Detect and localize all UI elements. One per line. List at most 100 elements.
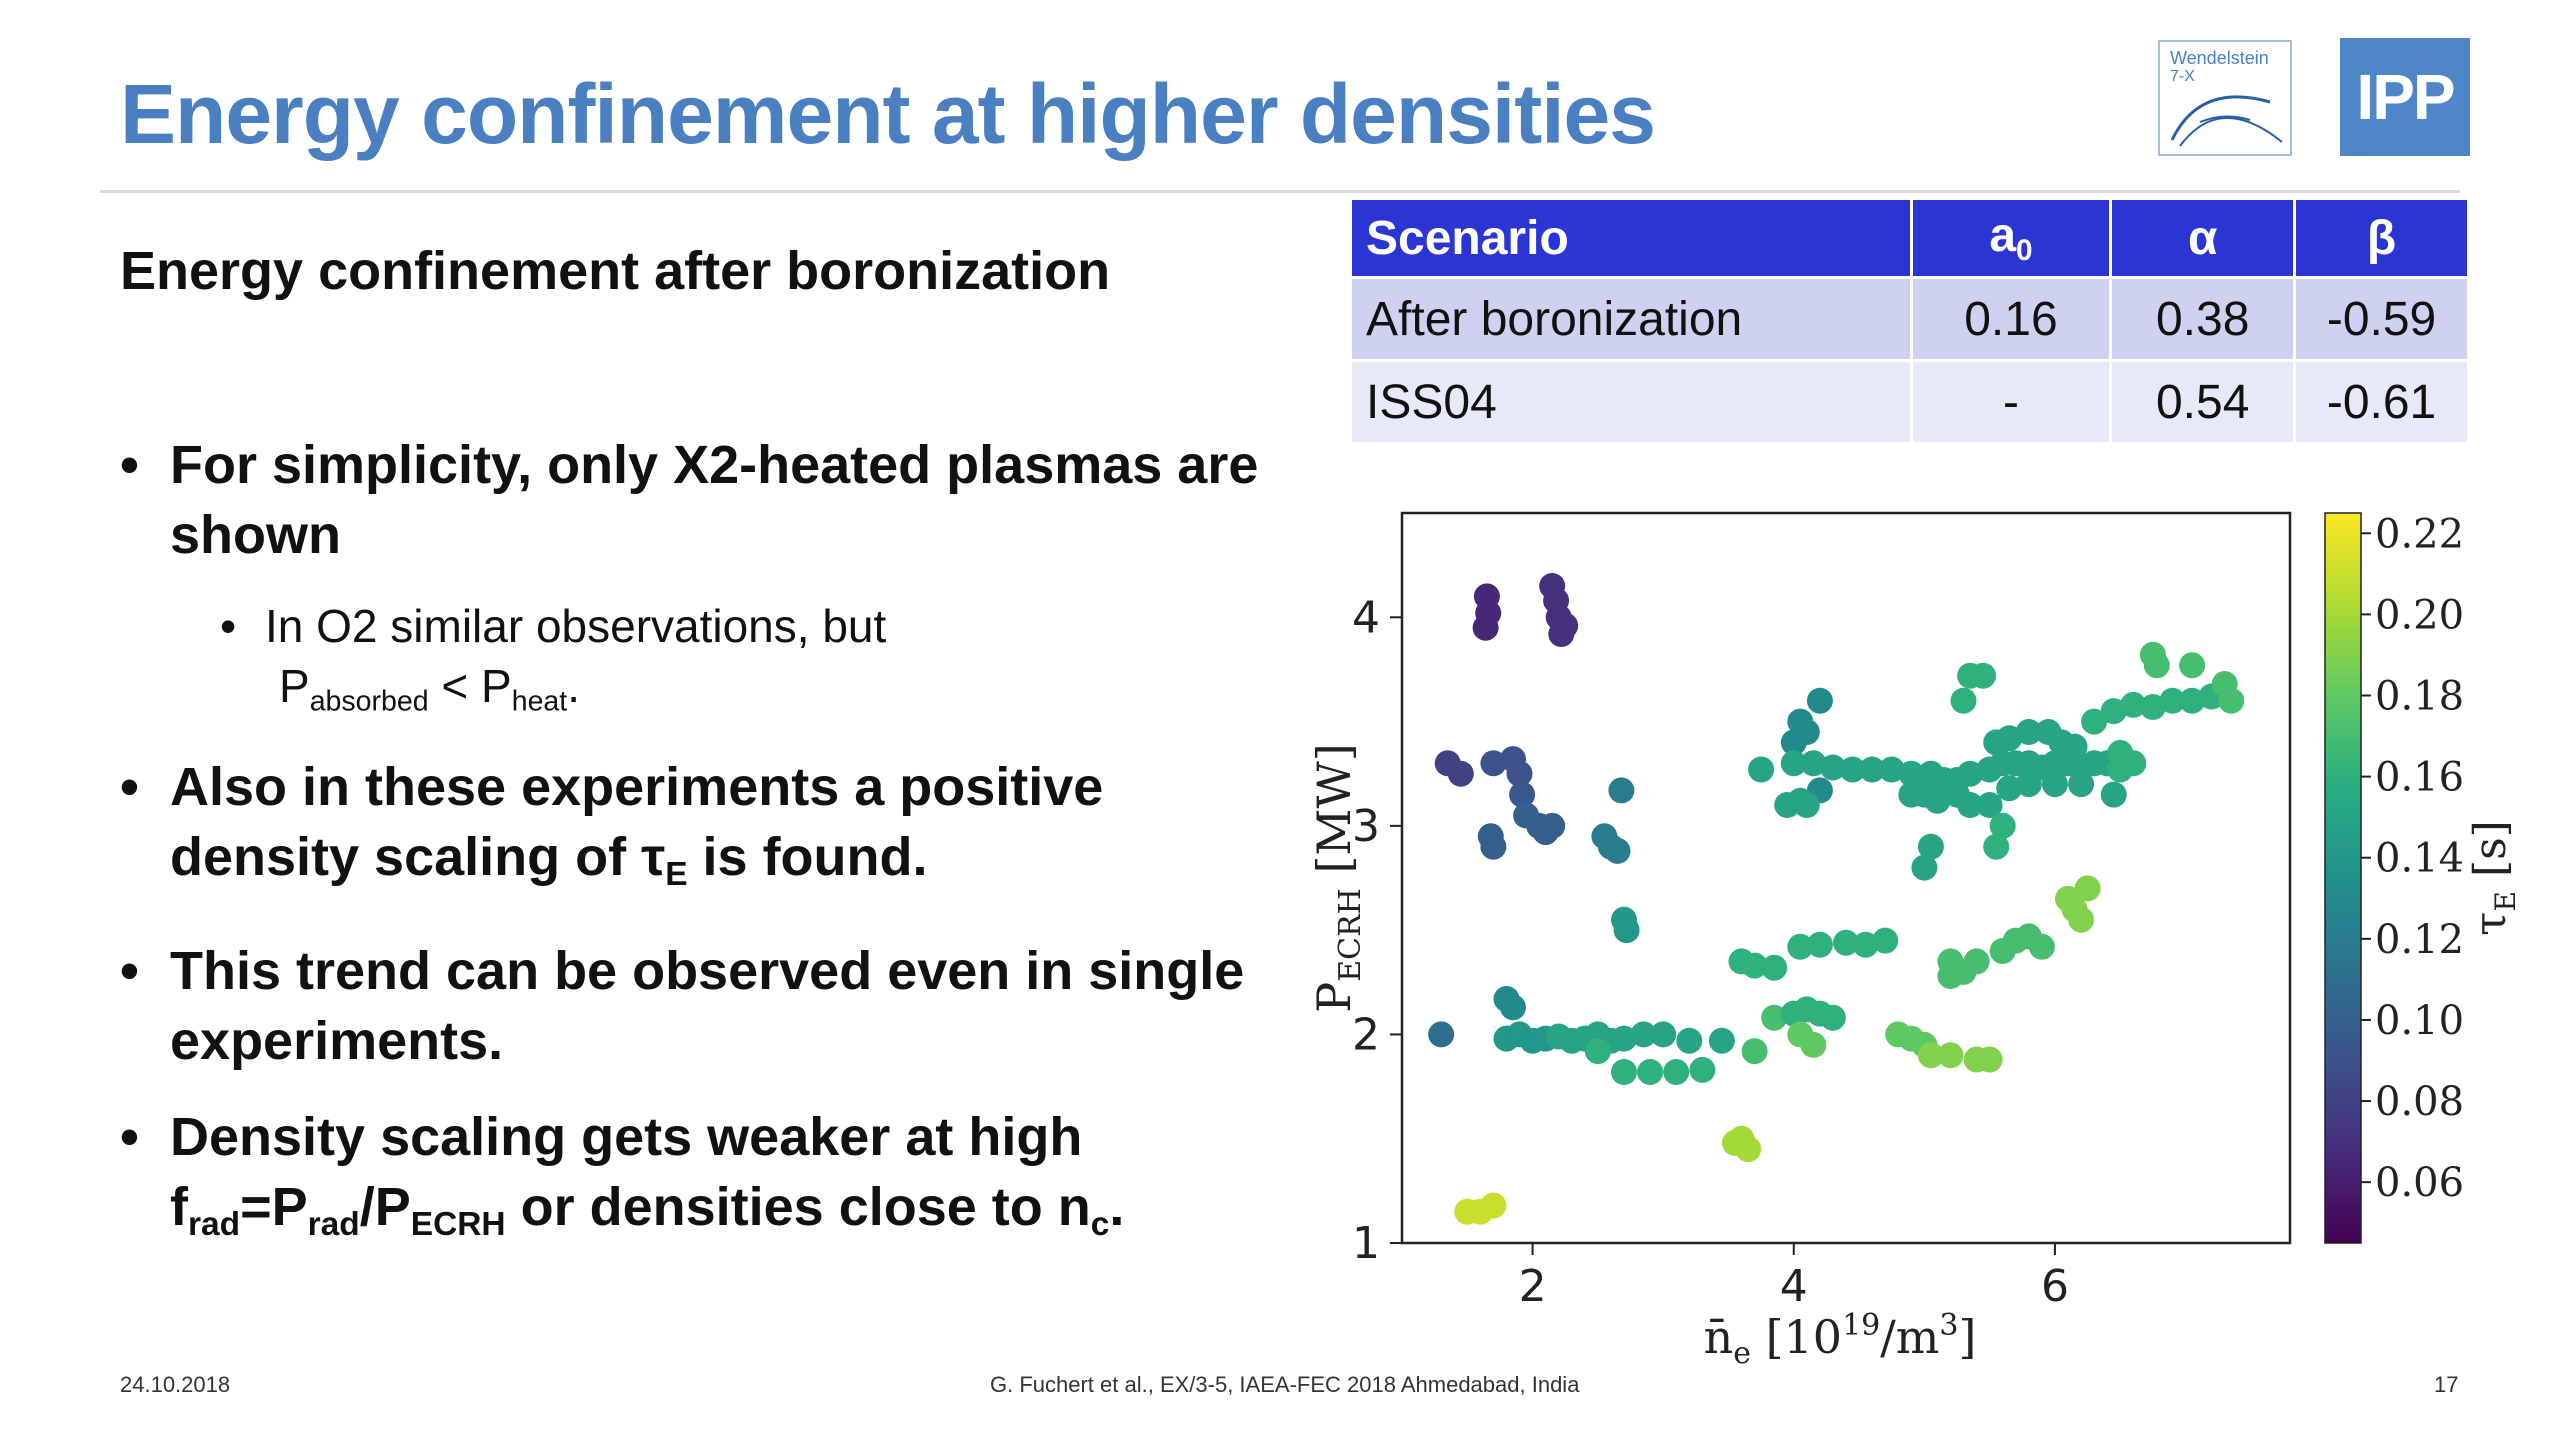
x-tick-label: 2 bbox=[1519, 1261, 1547, 1312]
data-point bbox=[1787, 933, 1814, 960]
data-point bbox=[1911, 854, 1938, 881]
data-point bbox=[1608, 777, 1635, 804]
data-point bbox=[1748, 756, 1775, 783]
plot-frame bbox=[1400, 511, 2292, 1245]
bullet-weaker-scaling: Density scaling gets weaker at high frad… bbox=[120, 1102, 1300, 1260]
data-point bbox=[1806, 687, 1833, 714]
data-point bbox=[1611, 1025, 1637, 1052]
header-alpha: α bbox=[2110, 200, 2297, 278]
colorbar-tick-label: 0.20 bbox=[2375, 592, 2464, 638]
section-subtitle: Energy confinement after boronization bbox=[120, 241, 1111, 301]
data-point bbox=[1741, 952, 1768, 979]
data-point bbox=[1872, 927, 1899, 954]
data-point bbox=[1983, 833, 2010, 860]
data-point bbox=[1917, 833, 1944, 860]
colorbar-tick-label: 0.08 bbox=[2375, 1079, 2464, 1125]
data-point bbox=[1676, 1027, 1703, 1054]
data-point bbox=[1963, 948, 1990, 975]
data-point bbox=[1957, 792, 1984, 818]
data-point bbox=[2074, 875, 2101, 902]
colorbar bbox=[2325, 513, 2361, 1243]
data-point bbox=[1839, 756, 1866, 783]
bullet-density-scaling: Also in these experiments a positive den… bbox=[120, 752, 1300, 910]
data-point bbox=[2015, 719, 2042, 745]
data-point bbox=[1976, 792, 2003, 818]
data-point bbox=[1833, 929, 1859, 956]
y-tick-label: 2 bbox=[1352, 1009, 1380, 1060]
x-axis-label: n̄e [1019/m3] bbox=[1704, 1308, 1977, 1371]
data-point bbox=[1480, 750, 1507, 777]
sub-bullet-text: In O2 similar observations, but bbox=[265, 600, 887, 652]
data-point bbox=[1970, 662, 1997, 689]
colorbar-label: τE [s] bbox=[2465, 820, 2522, 936]
stellarator-icon bbox=[2170, 95, 2283, 147]
data-point bbox=[1480, 1192, 1507, 1219]
data-point bbox=[1728, 1125, 1755, 1152]
data-point bbox=[1532, 819, 1559, 846]
data-point bbox=[2211, 671, 2238, 697]
footer-page-number: 17 bbox=[2434, 1372, 2459, 1397]
ipp-logo: IPP bbox=[2340, 38, 2470, 156]
data-point bbox=[1793, 719, 1820, 745]
data-point bbox=[1819, 754, 1846, 781]
data-point bbox=[2139, 694, 2166, 720]
cell-beta: -0.61 bbox=[2294, 359, 2470, 442]
cell-a0: - bbox=[1911, 359, 2113, 442]
data-point bbox=[1428, 1021, 1455, 1048]
data-point bbox=[1937, 1042, 1964, 1069]
data-point bbox=[1548, 621, 1575, 647]
y-axis-ticks: 1 2 3 4 bbox=[1352, 592, 1402, 1269]
data-point bbox=[1506, 760, 1533, 787]
sub-bullet-o2: In O2 similar observations, but Pabsorbe… bbox=[120, 596, 1300, 732]
y-tick-label: 4 bbox=[1352, 592, 1380, 643]
data-point bbox=[1898, 760, 1925, 787]
header-scenario: Scenario bbox=[1352, 200, 1913, 278]
y-tick-label: 1 bbox=[1352, 1218, 1380, 1269]
cell-scenario: After boronization bbox=[1352, 276, 1913, 361]
page-title: Energy confinement at higher densities bbox=[120, 67, 1656, 161]
data-point bbox=[2100, 698, 2127, 725]
wendelstein-logo: Wendelstein 7-X bbox=[2158, 40, 2292, 156]
bullet-single-experiments: This trend can be observed even in singl… bbox=[120, 936, 1300, 1076]
table-row: ISS04 - 0.54 -0.61 bbox=[1352, 359, 2470, 442]
data-point bbox=[2081, 708, 2108, 735]
data-point bbox=[1800, 1031, 1827, 1058]
cell-alpha: 0.54 bbox=[2110, 359, 2297, 442]
data-point bbox=[1819, 1004, 1846, 1031]
cell-beta: -0.59 bbox=[2294, 276, 2470, 361]
x-tick-label: 6 bbox=[2041, 1261, 2069, 1312]
data-point bbox=[1793, 792, 1820, 818]
data-point bbox=[1878, 756, 1905, 783]
table-header-row: Scenario a0 α β bbox=[1352, 200, 2470, 278]
data-point bbox=[2068, 771, 2095, 798]
data-point bbox=[1689, 1056, 1716, 1083]
data-point bbox=[1480, 833, 1507, 860]
data-point bbox=[1741, 1038, 1768, 1065]
footer-citation: G. Fuchert et al., EX/3-5, IAEA-FEC 2018… bbox=[990, 1372, 1580, 1397]
data-point bbox=[1800, 750, 1827, 777]
data-point bbox=[2107, 739, 2134, 766]
footer-date: 24.10.2018 bbox=[120, 1372, 231, 1397]
colorbar-tick-label: 0.16 bbox=[2375, 755, 2464, 801]
y-tick-label: 3 bbox=[1352, 801, 1380, 852]
logo-text-line1: Wendelstein bbox=[2170, 48, 2269, 68]
data-point bbox=[1950, 687, 1977, 714]
y-axis-label: PECRH [MW] bbox=[1307, 743, 1368, 1012]
cell-a0: 0.16 bbox=[1911, 276, 2113, 361]
cell-scenario: ISS04 bbox=[1352, 359, 1913, 442]
sub-bullet-formula: Pabsorbed < Pheat. bbox=[279, 660, 580, 718]
data-point bbox=[2028, 933, 2055, 960]
data-point bbox=[2179, 652, 2206, 679]
data-point bbox=[1761, 954, 1788, 981]
data-point bbox=[1630, 1021, 1657, 1048]
data-point bbox=[1806, 931, 1833, 958]
data-point bbox=[1996, 725, 2023, 752]
title-divider bbox=[100, 190, 2460, 193]
data-point bbox=[2143, 652, 2170, 679]
colorbar-tick-label: 0.14 bbox=[2375, 836, 2464, 882]
data-point bbox=[1852, 931, 1879, 958]
data-point bbox=[2120, 691, 2147, 718]
colorbar-tick-label: 0.12 bbox=[2375, 917, 2464, 963]
data-point bbox=[1708, 1027, 1735, 1054]
x-tick-label: 4 bbox=[1780, 1261, 1808, 1312]
